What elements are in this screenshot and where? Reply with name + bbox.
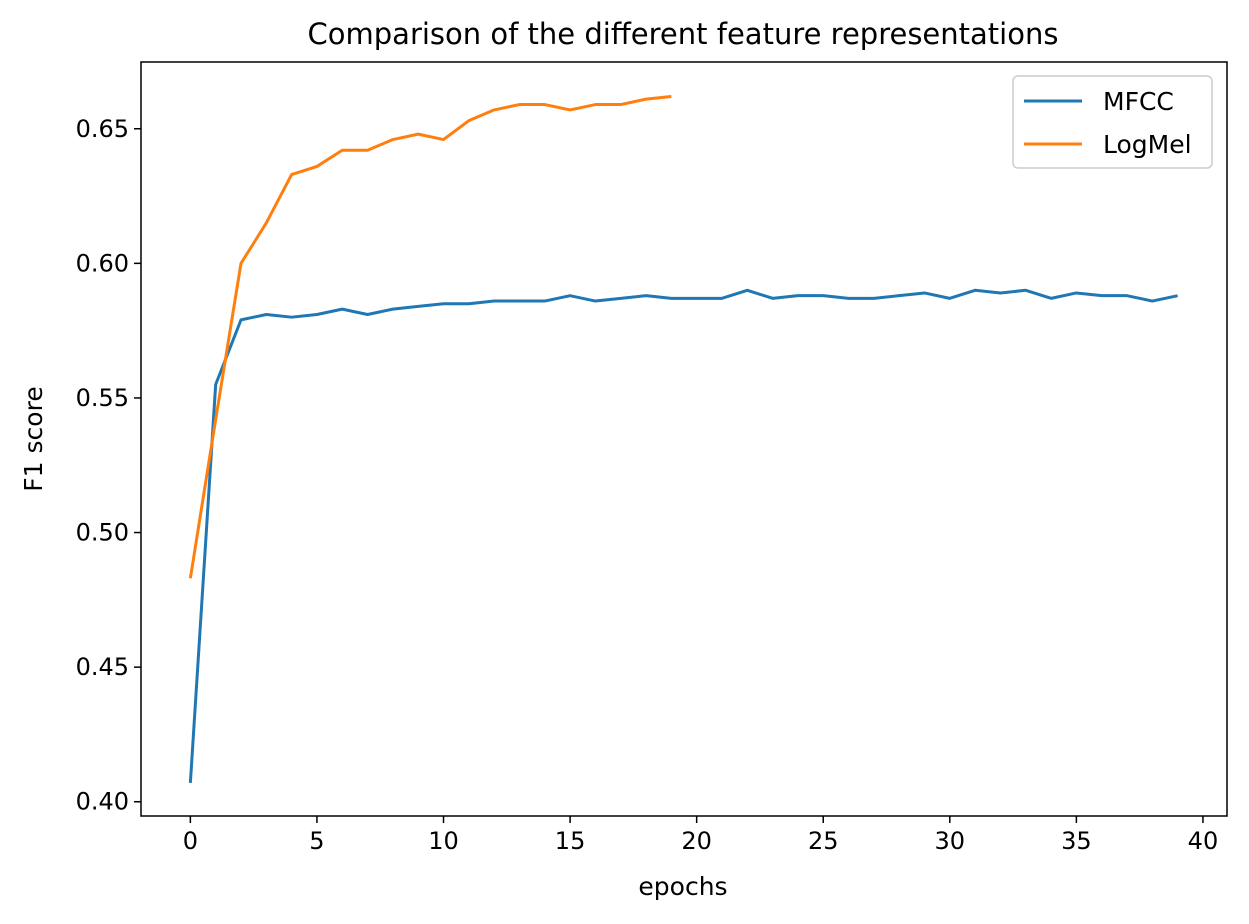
x-tick-label: 5 <box>309 827 324 855</box>
y-tick-label: 0.60 <box>76 249 129 277</box>
legend-label-logmel: LogMel <box>1103 130 1192 159</box>
series-line-mfcc <box>188 288 1178 783</box>
x-tick-label: 30 <box>935 827 966 855</box>
legend-label-mfcc: MFCC <box>1103 87 1174 116</box>
x-tick-label: 15 <box>555 827 586 855</box>
y-axis-label: F1 score <box>19 386 48 491</box>
plot-area <box>140 61 1228 817</box>
y-axis: 0.40 0.45 0.50 0.55 0.60 0.65 <box>76 115 141 816</box>
x-tick-label: 25 <box>808 827 839 855</box>
x-axis-label: epochs <box>638 872 727 901</box>
y-tick-label: 0.55 <box>76 384 129 412</box>
x-axis: 0 5 10 15 20 25 30 35 40 <box>183 816 1219 855</box>
chart-title: Comparison of the different feature repr… <box>308 17 1059 51</box>
legend: MFCC LogMel <box>1012 75 1213 169</box>
x-tick-label: 10 <box>428 827 459 855</box>
series-layer <box>188 94 1178 783</box>
y-tick-label: 0.40 <box>76 788 129 816</box>
y-tick-label: 0.45 <box>76 653 129 681</box>
x-tick-label: 20 <box>681 827 712 855</box>
x-tick-label: 35 <box>1061 827 1092 855</box>
x-tick-label: 40 <box>1188 827 1219 855</box>
x-tick-label: 0 <box>183 827 198 855</box>
plot-frame <box>140 61 1228 817</box>
y-tick-label: 0.65 <box>76 115 129 143</box>
y-tick-label: 0.50 <box>76 519 129 547</box>
series-line-logmel <box>188 94 672 579</box>
